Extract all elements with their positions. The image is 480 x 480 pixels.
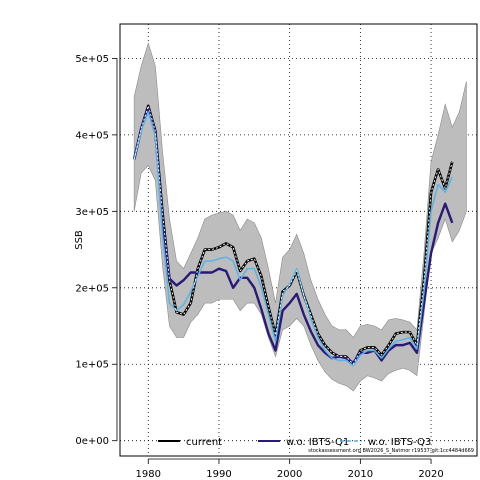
footnote: stockassessment.org BW2026_S_Natmor r195… [308, 448, 474, 454]
series-line-current-dash [133, 104, 453, 366]
x-tick-label: 1990 [206, 469, 231, 480]
x-tick-label: 2020 [418, 469, 443, 480]
legend-label-wo-ibts-q3: w.o. IBTS-Q3 [368, 437, 431, 448]
y-axis: 0e+00 1e+05 2e+05 3e+05 4e+05 5e+05 [75, 54, 118, 447]
x-axis: 1980 1990 2000 2010 2020 [136, 458, 444, 480]
series-line-wo-ibts-q3 [133, 111, 453, 367]
x-tick-label: 2010 [348, 469, 373, 480]
series-line-wo-ibts-q1 [132, 106, 454, 364]
x-tick-label: 2000 [277, 469, 302, 480]
legend: current w.o. IBTS-Q1 w.o. IBTS-Q3 [158, 437, 431, 448]
y-tick-label: 2e+05 [75, 283, 109, 294]
series-lines [132, 104, 454, 367]
legend-label-wo-ibts-q1: w.o. IBTS-Q1 [286, 437, 349, 448]
confidence-band-area [133, 42, 467, 392]
y-tick-label: 1e+05 [75, 360, 109, 371]
y-tick-label: 4e+05 [75, 130, 109, 141]
confidence-band [133, 42, 467, 392]
legend-label-current: current [186, 437, 222, 448]
y-tick-label: 3e+05 [75, 207, 109, 218]
plot-frame [119, 23, 478, 457]
y-tick-label: 0e+00 [75, 436, 109, 447]
y-axis-title: SSB [74, 230, 85, 250]
x-tick-label: 1980 [136, 469, 161, 480]
y-tick-label: 5e+05 [75, 54, 109, 65]
